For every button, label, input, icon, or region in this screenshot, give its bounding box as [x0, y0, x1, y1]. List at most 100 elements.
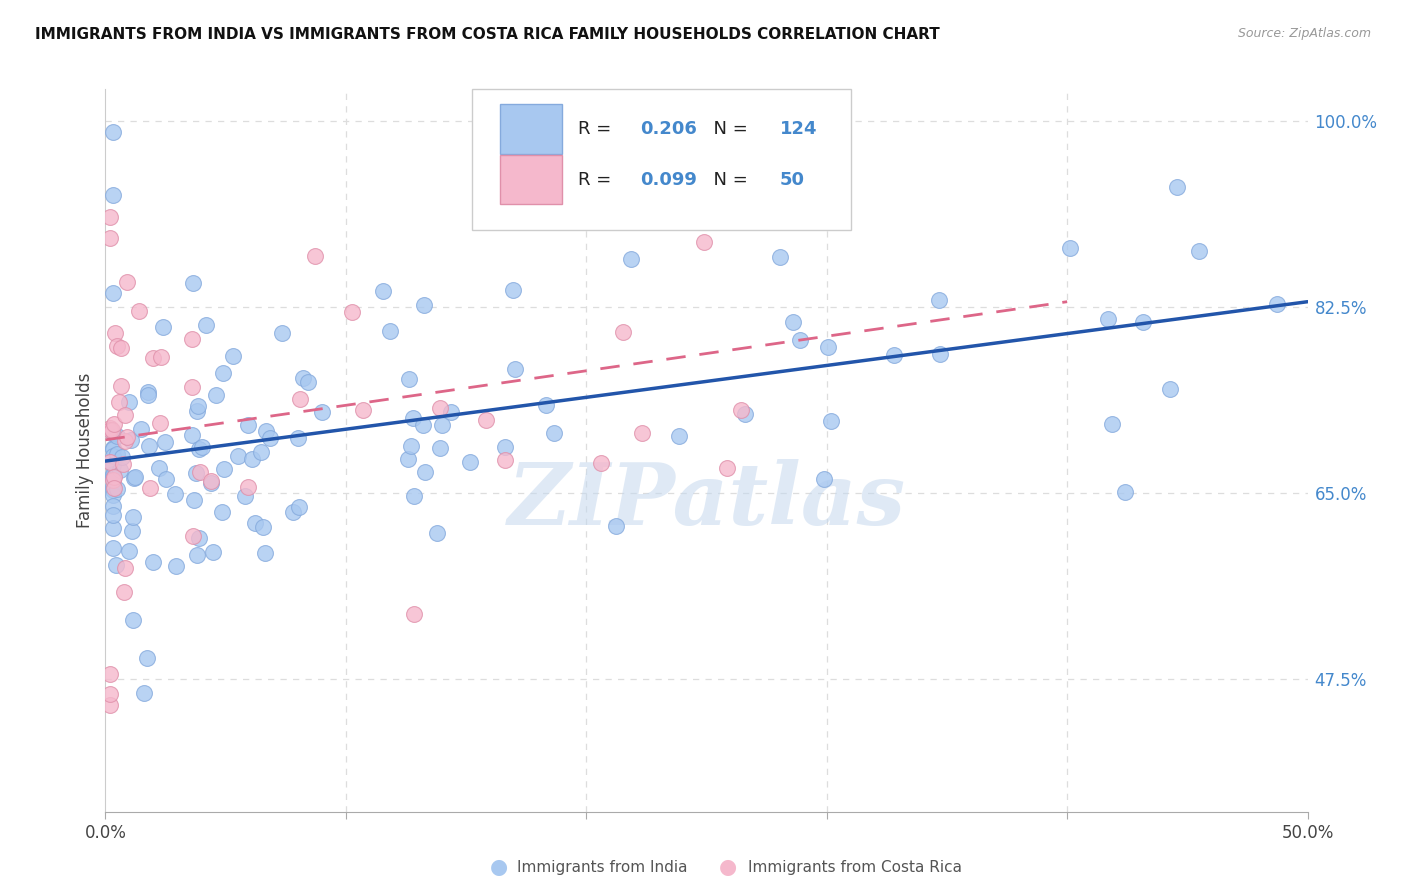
Point — [121, 524, 143, 538]
Point — [98, 210, 121, 224]
Point — [668, 428, 690, 442]
Text: Immigrants from India: Immigrants from India — [517, 860, 688, 874]
Point — [543, 425, 565, 440]
Point — [789, 333, 811, 347]
Point — [101, 467, 124, 481]
Point — [101, 508, 124, 523]
Point — [605, 518, 627, 533]
Point — [104, 326, 127, 340]
Point — [693, 235, 716, 249]
Point — [155, 472, 177, 486]
Point — [412, 417, 434, 432]
Point — [342, 305, 364, 319]
Point — [188, 465, 211, 479]
Text: Source: ZipAtlas.com: Source: ZipAtlas.com — [1237, 27, 1371, 40]
Point — [101, 442, 124, 456]
Point — [211, 505, 233, 519]
Text: N =: N = — [702, 120, 754, 138]
Point — [404, 489, 426, 503]
Point — [502, 283, 524, 297]
Point — [1265, 297, 1288, 311]
Point — [112, 585, 135, 599]
Point — [828, 213, 851, 227]
Point — [103, 458, 125, 472]
Point — [110, 378, 132, 392]
Point — [311, 405, 333, 419]
Point — [304, 249, 326, 263]
Point — [138, 439, 160, 453]
Point — [188, 531, 211, 545]
Point — [396, 452, 419, 467]
Point — [111, 450, 134, 464]
Point — [122, 613, 145, 627]
Point — [136, 384, 159, 399]
Point — [181, 276, 204, 290]
Text: ●: ● — [720, 857, 737, 877]
Point — [98, 687, 121, 701]
Point — [186, 548, 208, 562]
Point — [152, 320, 174, 334]
Point — [101, 285, 124, 300]
Point — [98, 455, 121, 469]
Text: R =: R = — [578, 120, 617, 138]
Point — [813, 472, 835, 486]
Point — [149, 416, 172, 430]
Point — [180, 427, 202, 442]
Point — [259, 431, 281, 445]
Point — [111, 457, 134, 471]
Point — [98, 421, 121, 435]
Point — [114, 434, 136, 448]
Point — [101, 473, 124, 487]
Point — [398, 372, 420, 386]
Text: ZIPatlas: ZIPatlas — [508, 459, 905, 543]
Point — [883, 348, 905, 362]
Point — [297, 375, 319, 389]
Point — [132, 685, 155, 699]
Point — [122, 471, 145, 485]
Point — [110, 341, 132, 355]
Point — [243, 516, 266, 531]
Point — [101, 479, 124, 493]
Point — [100, 423, 122, 437]
Point — [238, 480, 260, 494]
Point — [1188, 244, 1211, 258]
Point — [163, 486, 186, 500]
Point — [352, 403, 374, 417]
Point — [101, 426, 124, 441]
Text: 50: 50 — [780, 170, 804, 188]
Point — [429, 441, 451, 455]
Point — [283, 506, 305, 520]
Text: ●: ● — [491, 857, 508, 877]
Point — [612, 325, 634, 339]
Point — [114, 409, 136, 423]
Point — [101, 499, 124, 513]
Point — [254, 546, 277, 560]
Point — [124, 469, 146, 483]
Point — [101, 449, 124, 463]
Point — [494, 453, 516, 467]
Point — [105, 482, 128, 496]
Point — [103, 417, 125, 432]
Point — [402, 410, 425, 425]
Point — [1059, 241, 1081, 255]
Point — [114, 560, 136, 574]
Point — [228, 449, 250, 463]
Point — [1166, 180, 1188, 194]
Point — [98, 698, 121, 713]
Point — [129, 422, 152, 436]
Point — [205, 388, 228, 402]
Point — [101, 471, 124, 485]
Point — [426, 525, 449, 540]
Point — [128, 304, 150, 318]
Point — [136, 651, 159, 665]
Point — [108, 395, 131, 409]
Point — [769, 250, 792, 264]
Point — [200, 475, 222, 490]
Point — [184, 466, 207, 480]
Point — [202, 545, 225, 559]
Point — [118, 544, 141, 558]
Point — [620, 252, 643, 266]
Point — [142, 555, 165, 569]
Point — [503, 361, 526, 376]
Point — [187, 442, 209, 457]
